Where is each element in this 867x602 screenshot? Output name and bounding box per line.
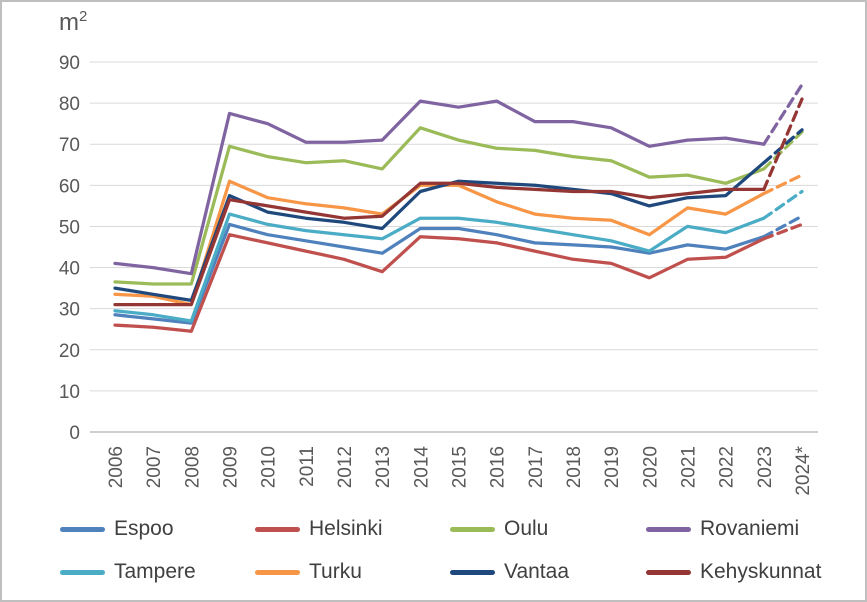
x-tick-label: 2018	[564, 446, 585, 488]
y-tick-label: 40	[59, 259, 80, 280]
series-forecast-segment-rovaniemi	[762, 82, 804, 146]
legend-item-oulu: Oulu	[450, 512, 548, 546]
legend-label: Kehyskunnat	[700, 560, 822, 583]
x-tick-label: 2022	[717, 446, 738, 488]
x-tick-label: 2019	[602, 446, 623, 488]
series-forecast-segment-turku	[762, 173, 804, 196]
y-axis-unit-title: m2	[59, 8, 88, 36]
x-tick-label: 2023	[755, 446, 776, 488]
x-tick-label: 2020	[640, 446, 661, 488]
legend-swatch-vantaa	[450, 569, 495, 575]
legend-row: Tampere Turku Vantaa Kehyskunnat	[2, 555, 865, 589]
legend-item-rovaniemi: Rovaniemi	[646, 512, 799, 546]
legend-item-helsinki: Helsinki	[255, 512, 383, 546]
y-tick-label: 0	[69, 423, 80, 444]
y-tick-label: 50	[59, 217, 80, 238]
y-tick-label: 80	[59, 94, 80, 115]
x-tick-label: 2017	[526, 446, 547, 488]
y-tick-label: 30	[59, 300, 80, 321]
x-tick-label: 2007	[144, 446, 165, 488]
series-line-kehyskunnat	[113, 181, 766, 307]
x-tick-label: 2009	[221, 446, 242, 488]
x-tick-label: 2012	[335, 446, 356, 488]
x-tick-label: 2015	[450, 446, 471, 488]
legend-label: Helsinki	[309, 517, 383, 540]
series-line-espoo	[113, 222, 766, 325]
legend-item-vantaa: Vantaa	[450, 555, 569, 589]
x-tick-label: 2008	[182, 446, 203, 488]
x-tick-label: 2016	[488, 446, 509, 488]
series-line-oulu	[113, 126, 766, 286]
x-tick-label: 2013	[373, 446, 394, 488]
series-forecast-segment-kehyskunnat	[762, 97, 804, 192]
x-tick-label: 2024*	[793, 445, 814, 495]
legend-swatch-kehyskunnat	[646, 569, 691, 575]
series-forecast-segment-oulu	[762, 130, 804, 171]
x-tick-label: 2011	[297, 446, 318, 487]
legend-label: Rovaniemi	[700, 517, 800, 540]
y-tick-label: 70	[59, 135, 80, 156]
series-forecast-segment-helsinki	[762, 222, 804, 241]
legend-item-kehyskunnat: Kehyskunnat	[646, 555, 821, 589]
x-tick-label: 2006	[106, 446, 127, 488]
y-tick-label: 10	[59, 382, 80, 403]
series-line-tampere	[113, 212, 766, 323]
legend-swatch-oulu	[450, 526, 495, 532]
legend-item-tampere: Tampere	[60, 555, 196, 589]
x-tick-label: 2014	[411, 446, 432, 489]
legend-row: Espoo Helsinki Oulu Rovaniemi	[2, 512, 865, 546]
series-line-helsinki	[113, 233, 766, 333]
y-tick-label: 90	[59, 53, 80, 74]
legend-label: Turku	[309, 560, 362, 583]
legend-label: Espoo	[114, 517, 174, 540]
legend-swatch-turku	[255, 569, 300, 575]
legend-item-espoo: Espoo	[60, 512, 174, 546]
x-tick-label: 2010	[259, 446, 280, 488]
legend-swatch-espoo	[60, 526, 105, 532]
legend-label: Tampere	[114, 560, 196, 583]
x-tick-label: 2021	[679, 446, 700, 488]
legend-item-turku: Turku	[255, 555, 362, 589]
series-line-rovaniemi	[113, 99, 766, 276]
legend-label: Vantaa	[504, 560, 569, 583]
legend-swatch-helsinki	[255, 526, 300, 532]
legend-label: Oulu	[504, 517, 549, 540]
legend-swatch-tampere	[60, 569, 105, 575]
series-forecast-segment-espoo	[762, 214, 804, 239]
legend-swatch-rovaniemi	[646, 526, 691, 532]
series-forecast-segment-tampere	[762, 189, 804, 220]
y-tick-label: 20	[59, 341, 80, 362]
plot-area: 0 10 20 30 40 50 60 70 80 90 2006 2007 2008 2009 2010 2…	[59, 53, 818, 496]
y-tick-label: 60	[59, 176, 80, 197]
